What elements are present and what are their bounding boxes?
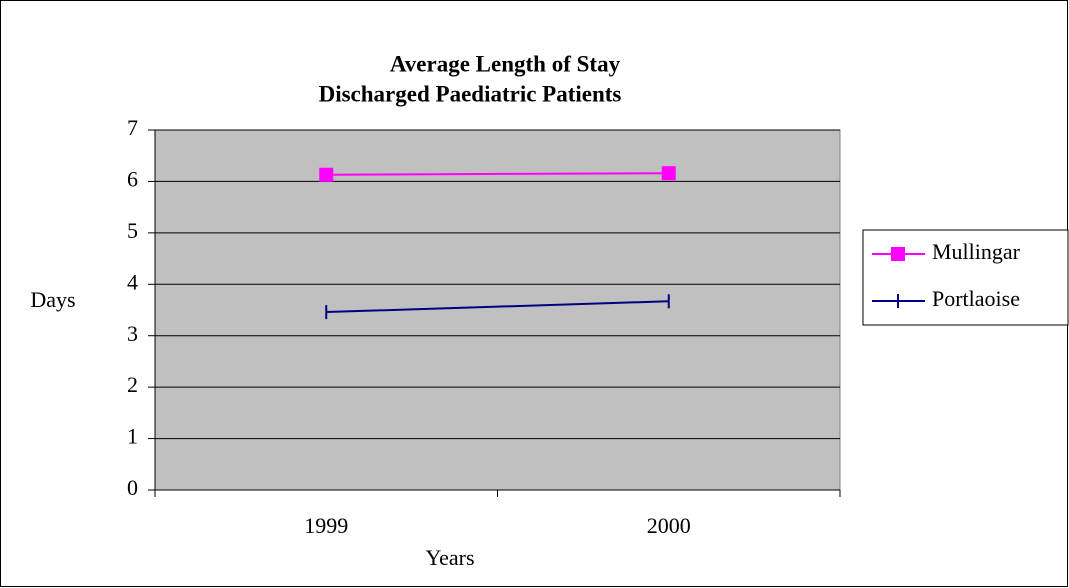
legend-marker <box>891 247 905 261</box>
x-axis-label: Years <box>425 545 474 570</box>
y-tick-label: 1 <box>127 424 138 449</box>
series-line <box>326 300 669 314</box>
legend-label: Mullingar <box>932 239 1021 264</box>
chart-subtitle: Discharged Paediatric Patients <box>319 81 622 106</box>
y-tick-label: 3 <box>127 321 138 346</box>
legend-label: Portlaoise <box>932 286 1020 311</box>
series-line <box>326 172 669 176</box>
y-tick-label: 2 <box>127 372 138 397</box>
x-tick-label: 1999 <box>304 513 348 538</box>
y-tick-label: 4 <box>127 269 138 294</box>
data-point <box>661 166 676 181</box>
y-tick-label: 6 <box>127 166 138 191</box>
data-point <box>319 167 334 182</box>
x-tick-label: 2000 <box>647 513 691 538</box>
chart-title: Average Length of Stay <box>390 51 621 76</box>
y-tick-label: 5 <box>127 218 138 243</box>
y-tick-label: 7 <box>127 115 138 140</box>
legend-box <box>862 229 1069 326</box>
y-tick-label: 0 <box>127 475 138 500</box>
y-axis-label: Days <box>30 287 75 312</box>
plot-area <box>154 129 841 491</box>
